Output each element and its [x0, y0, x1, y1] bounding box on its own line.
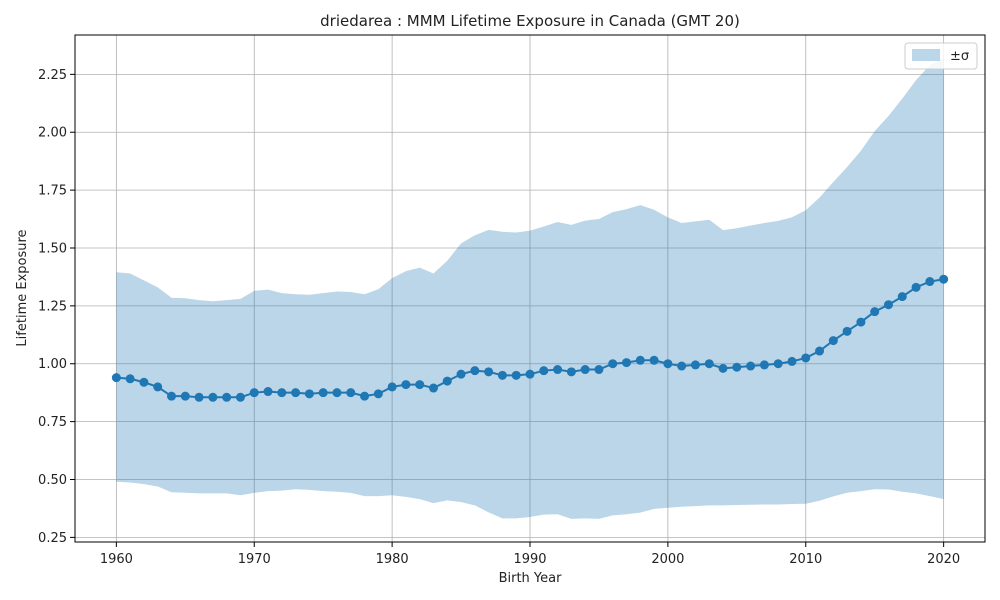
data-point — [125, 374, 135, 384]
x-tick-label: 2020 — [927, 552, 960, 567]
x-tick-label: 1990 — [513, 552, 546, 567]
data-point — [387, 382, 397, 392]
data-point — [677, 361, 687, 371]
data-point — [194, 392, 204, 402]
data-point — [180, 391, 190, 401]
data-point — [277, 388, 287, 398]
std-band — [116, 58, 944, 519]
data-point — [939, 274, 949, 284]
data-point — [511, 370, 521, 380]
chart-title: driedarea : MMM Lifetime Exposure in Can… — [320, 12, 740, 30]
data-point — [484, 367, 494, 377]
y-tick-label: 0.50 — [38, 473, 67, 488]
data-point — [111, 373, 121, 383]
data-point — [167, 391, 177, 401]
data-point — [235, 392, 245, 402]
grid — [75, 35, 985, 542]
data-point — [883, 300, 893, 310]
data-point — [456, 369, 466, 379]
data-point — [263, 387, 273, 397]
data-point — [553, 365, 563, 375]
data-point — [222, 392, 232, 402]
mean-series-points — [111, 274, 949, 402]
y-axis: 0.25 0.50 0.75 1.00 1.25 1.50 1.75 2.00 2.25 — [38, 68, 75, 546]
legend-label: ±σ — [950, 49, 969, 64]
data-point — [539, 366, 549, 376]
data-point — [566, 367, 576, 377]
y-tick-label: 2.00 — [38, 126, 67, 141]
data-point — [622, 358, 632, 368]
data-point — [373, 389, 383, 399]
data-point — [870, 307, 880, 317]
data-point — [346, 388, 356, 398]
data-point — [580, 365, 590, 375]
data-point — [801, 353, 811, 363]
data-point — [690, 360, 700, 370]
x-tick-label: 1960 — [100, 552, 133, 567]
data-point — [139, 377, 149, 387]
data-point — [635, 355, 645, 365]
data-point — [649, 355, 659, 365]
data-point — [759, 360, 769, 370]
data-point — [249, 388, 259, 398]
data-point — [911, 282, 921, 292]
data-point — [773, 359, 783, 369]
x-tick-label: 2000 — [651, 552, 684, 567]
data-point — [815, 346, 825, 356]
data-point — [332, 388, 342, 398]
data-point — [746, 361, 756, 371]
legend-box — [904, 42, 978, 70]
data-point — [360, 391, 370, 401]
data-point — [442, 376, 452, 386]
data-point — [304, 389, 314, 399]
data-point — [415, 380, 425, 390]
data-point — [428, 383, 438, 393]
data-point — [291, 388, 301, 398]
x-tick-label: 2010 — [789, 552, 822, 567]
y-tick-label: 1.25 — [38, 299, 67, 314]
data-point — [497, 370, 507, 380]
x-tick-label: 1970 — [238, 552, 271, 567]
legend: ±σ — [904, 42, 978, 70]
x-axis-label: Birth Year — [499, 571, 563, 586]
data-point — [718, 363, 728, 373]
data-point — [856, 317, 866, 327]
legend-swatch — [912, 49, 940, 61]
data-point — [401, 380, 411, 390]
data-point — [663, 359, 673, 369]
x-axis: 1960 1970 1980 1990 2000 2010 2020 — [100, 542, 960, 567]
data-point — [525, 369, 535, 379]
data-point — [608, 359, 618, 369]
data-point — [828, 336, 838, 346]
y-tick-label: 1.75 — [38, 184, 67, 199]
data-point — [208, 392, 218, 402]
data-point — [470, 366, 480, 376]
y-tick-label: 1.50 — [38, 241, 67, 256]
data-point — [318, 388, 328, 398]
y-tick-label: 0.25 — [38, 531, 67, 546]
data-point — [594, 365, 604, 375]
data-point — [153, 382, 163, 392]
y-tick-label: 1.00 — [38, 357, 67, 372]
data-point — [732, 362, 742, 372]
data-point — [897, 292, 907, 302]
data-point — [704, 359, 714, 369]
data-point — [925, 277, 935, 287]
data-point — [842, 326, 852, 336]
y-tick-label: 0.75 — [38, 415, 67, 430]
data-point — [787, 356, 797, 366]
y-tick-label: 2.25 — [38, 68, 67, 83]
x-tick-label: 1980 — [376, 552, 409, 567]
y-axis-label: Lifetime Exposure — [15, 229, 30, 346]
